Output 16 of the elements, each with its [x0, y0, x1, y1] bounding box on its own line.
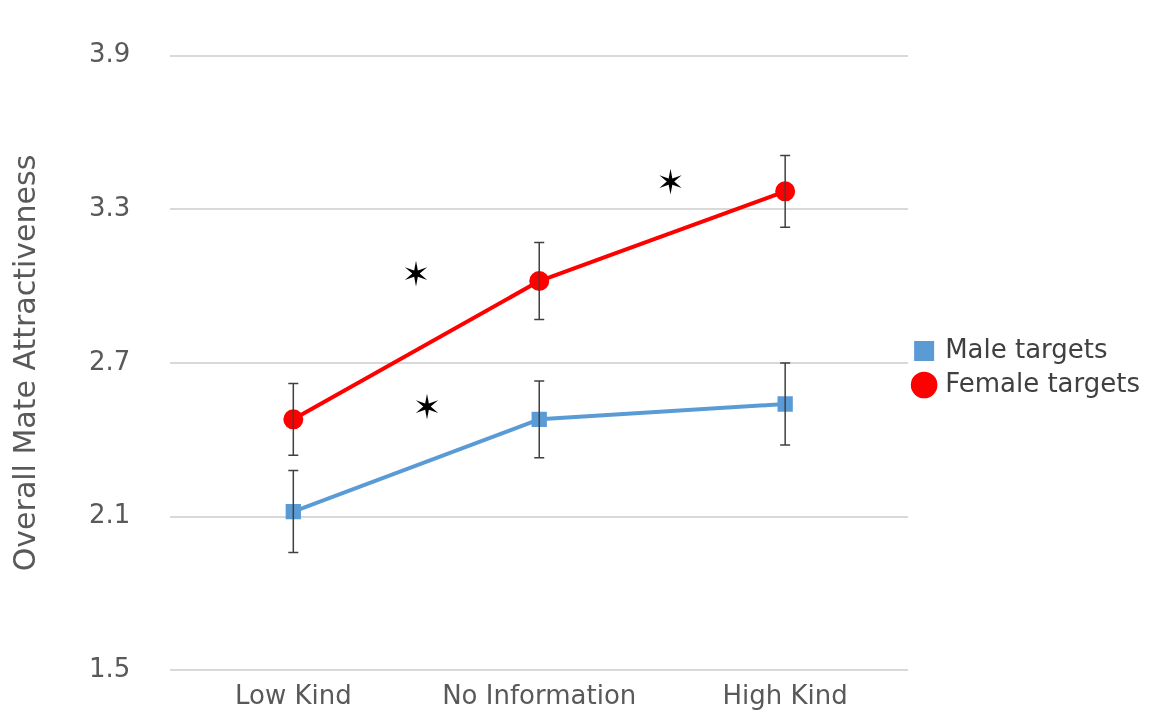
legend-label: Female targets [945, 367, 1140, 398]
x-tick-label: No Information [442, 679, 637, 710]
y-tick-label: 2.7 [88, 345, 131, 376]
y-tick-label: 3.9 [88, 38, 131, 69]
y-axis-title: Overall Mate Attractiveness [6, 154, 42, 572]
x-tick-label: Low Kind [234, 679, 352, 710]
y-tick-label: 1.5 [88, 653, 131, 684]
annotation: ✶ [656, 162, 685, 203]
point [285, 503, 301, 520]
point [283, 409, 304, 430]
x-tick-label: High Kind [722, 679, 848, 710]
annotation: ✶ [401, 253, 431, 294]
y-tick-label: 2.1 [88, 499, 131, 530]
annotation: ✶ [412, 387, 442, 428]
legend-label: Male targets [945, 333, 1108, 364]
y-tick-label: 3.3 [88, 192, 131, 223]
